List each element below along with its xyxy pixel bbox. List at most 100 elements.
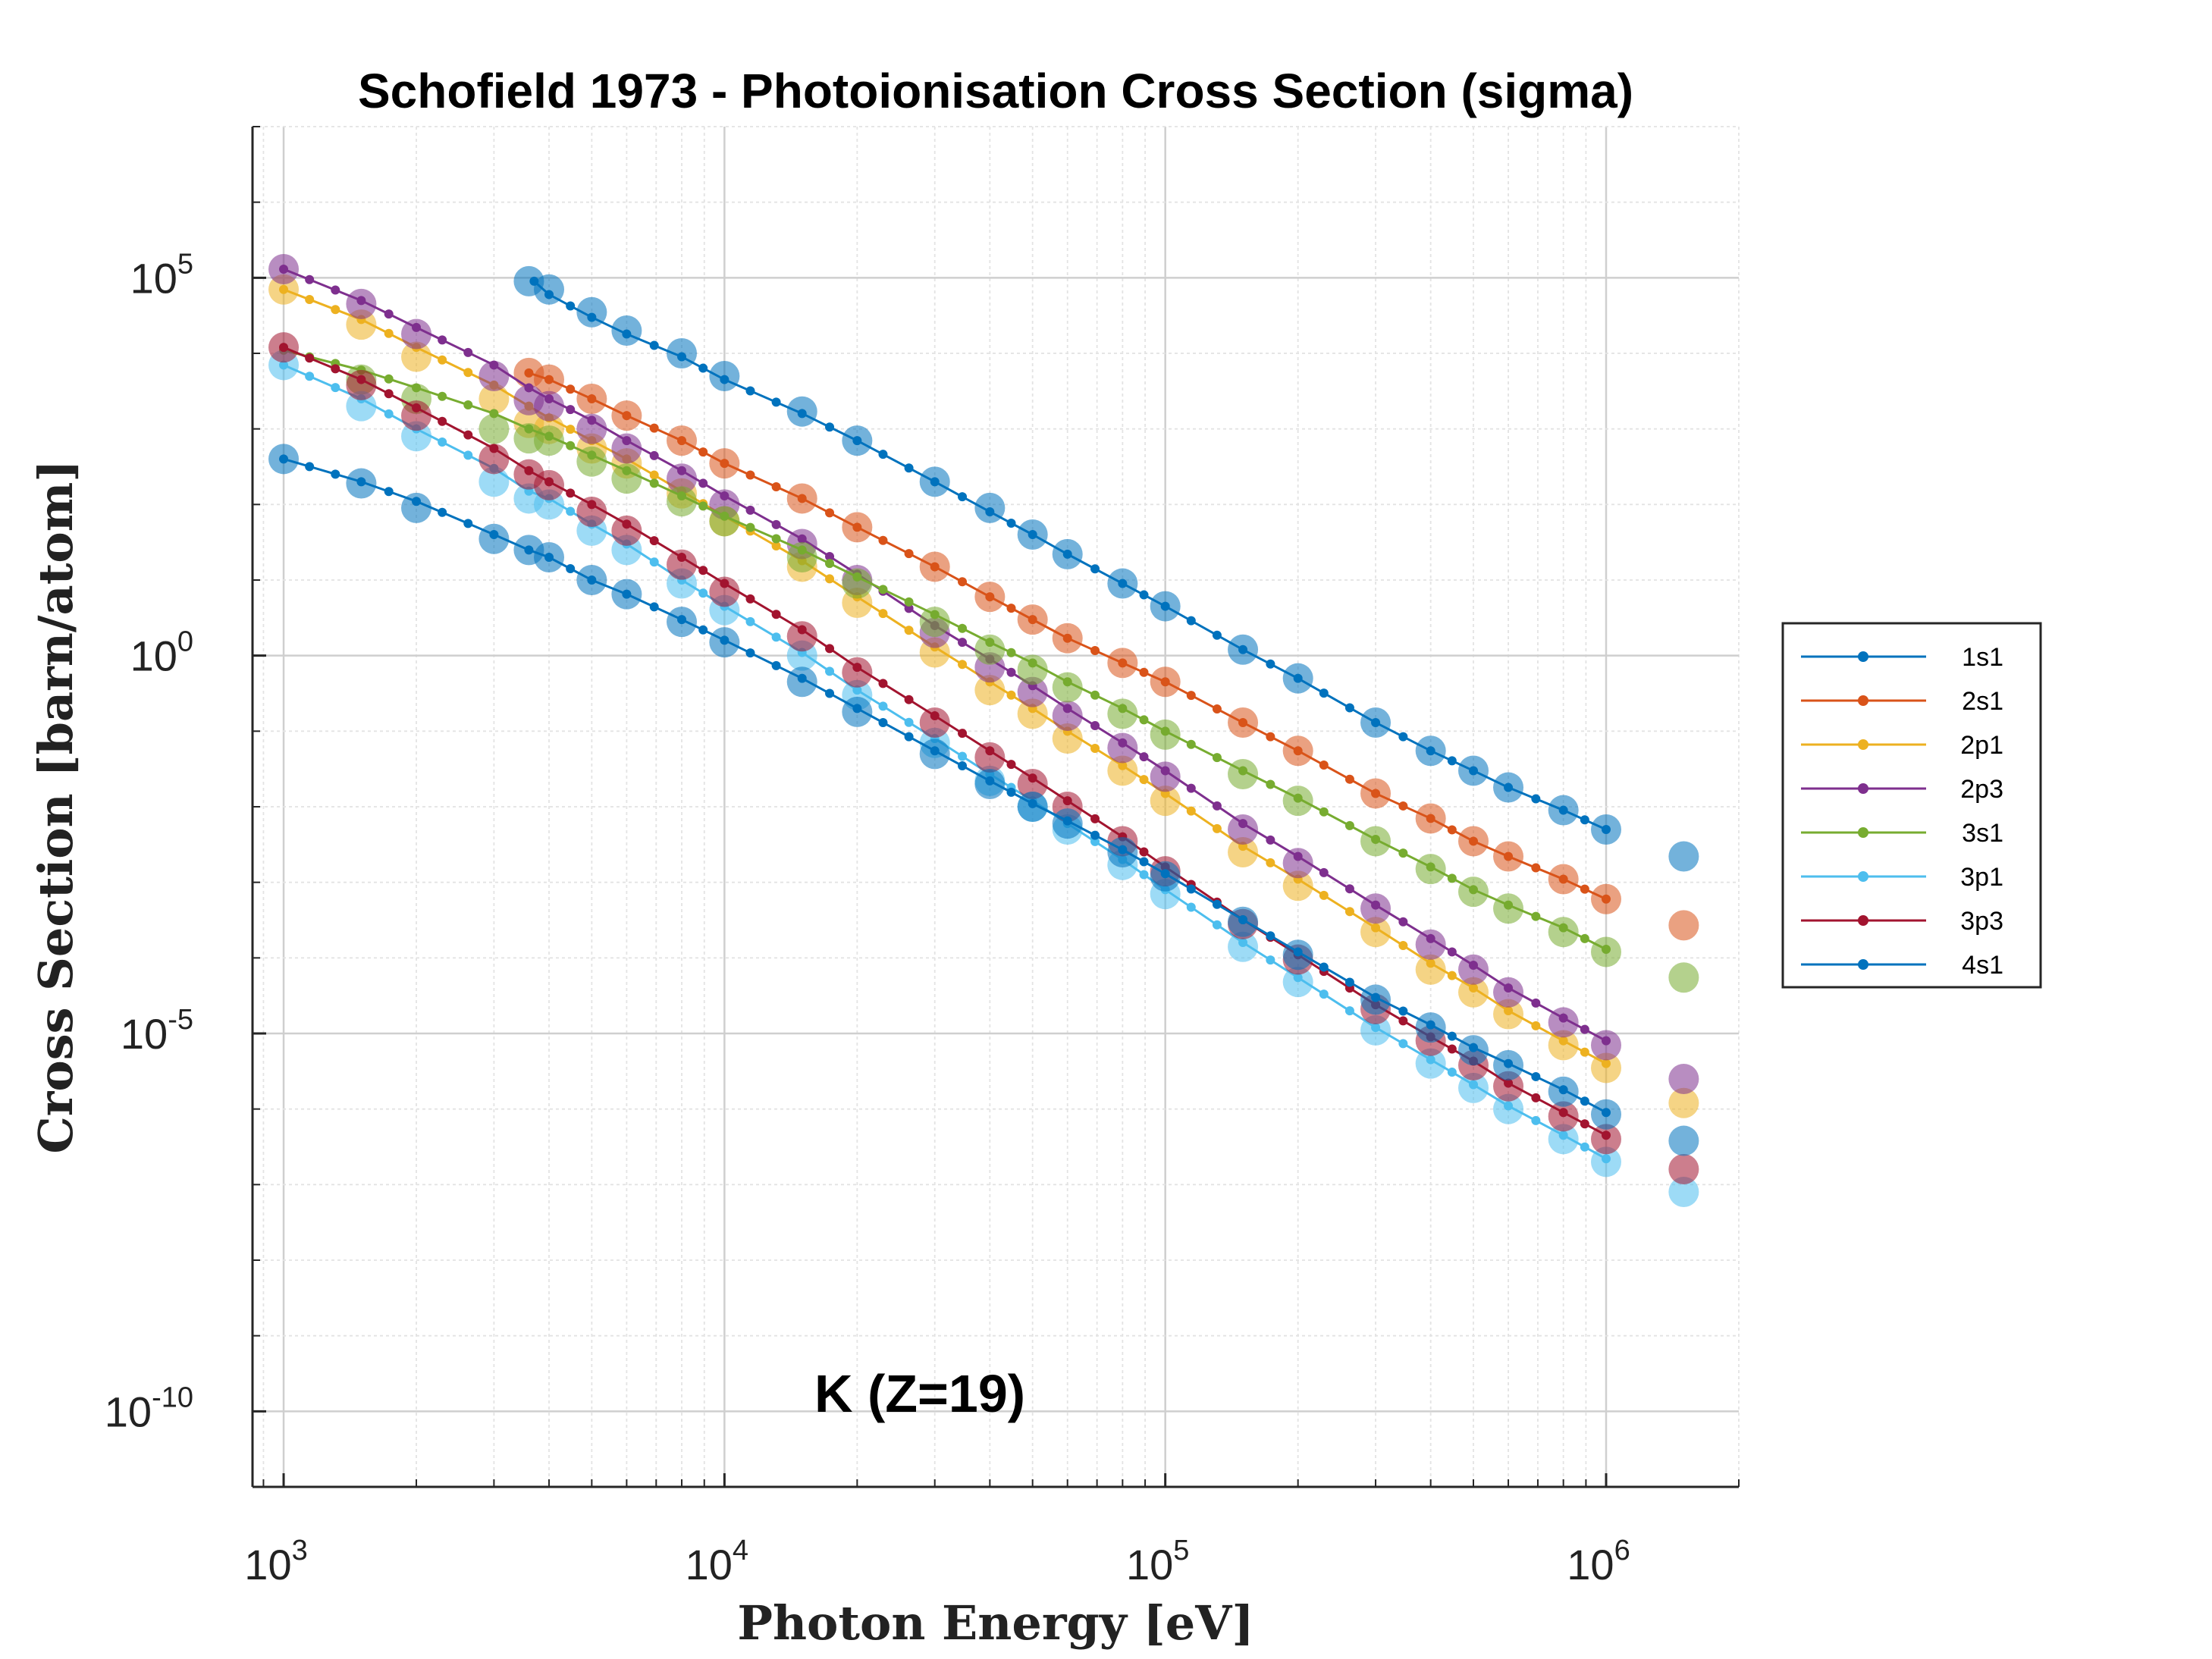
data-point-3p3 [974, 742, 1006, 773]
series-small-point-1s1 [771, 397, 781, 407]
legend-item-3s1: 3s1 [1801, 819, 2003, 848]
series-small-point-1s1 [958, 492, 968, 502]
data-point-2p3 [534, 390, 565, 422]
series-small-point-3p1 [1266, 955, 1275, 965]
series-small-point-1s1 [1580, 815, 1589, 825]
series-small-point-4s1 [1447, 1031, 1457, 1041]
data-point-3p1 [1548, 1124, 1579, 1155]
series-small-point-2s1 [1319, 760, 1329, 770]
data-point-3s1 [1017, 654, 1048, 685]
series-small-point-2p3 [771, 519, 781, 529]
series-small-point-4s1 [649, 602, 659, 612]
data-point-2p1 [1107, 755, 1138, 786]
series-small-point-2p1 [1580, 1047, 1589, 1057]
data-point-1s1 [1415, 735, 1446, 767]
series-small-point-2p1 [958, 660, 968, 670]
data-point-2s1 [1282, 735, 1313, 767]
legend-swatch-marker [1858, 651, 1868, 662]
legend-swatch-marker [1858, 783, 1868, 794]
data-point-3p3 [401, 400, 432, 431]
series-small-point-4s1 [566, 563, 576, 573]
data-point-2p1 [1458, 977, 1489, 1008]
series-small-point-2p1 [1006, 690, 1016, 700]
series-small-point-1s1 [1344, 703, 1354, 713]
data-point-2p3 [576, 413, 607, 444]
data-point-4s1 [1360, 984, 1392, 1015]
data-point-4s1 [709, 627, 740, 658]
data-point-3p3 [611, 515, 642, 546]
series-small-point-2p1 [1186, 806, 1196, 816]
legend: 1s1 2s1 2p1 2p3 3s1 3p1 3p3 4s1 [1781, 622, 2042, 989]
series-small-point-4s1 [904, 732, 914, 742]
data-point-3s1 [1282, 786, 1313, 817]
series-small-point-1s1 [1531, 794, 1541, 804]
series-small-point-1s1 [649, 340, 659, 350]
data-point-2s1 [709, 448, 740, 479]
legend-item-2s1: 2s1 [1801, 687, 2003, 716]
series-small-point-3p3 [305, 353, 315, 363]
legend-swatch-marker [1858, 959, 1868, 970]
series-small-point-2s1 [698, 447, 708, 457]
series-small-point-4s1 [1006, 787, 1016, 797]
series-small-point-3p1 [698, 588, 708, 598]
data-point-3p3 [1548, 1101, 1579, 1132]
series-small-point-3s1 [1186, 739, 1196, 749]
data-point-4s1 [401, 492, 432, 523]
series-small-point-2p3 [958, 638, 968, 648]
series-small-point-2p1 [463, 368, 473, 378]
series-small-point-3p1 [649, 557, 659, 567]
series-small-point-2p3 [745, 505, 755, 515]
series-small-point-3s1 [566, 441, 576, 450]
series-2s1 [513, 357, 1699, 941]
series-small-point-1s1 [1139, 590, 1149, 600]
series-small-point-3s1 [698, 501, 708, 511]
data-point-3s1 [667, 486, 698, 517]
series-small-point-3p3 [825, 644, 835, 654]
series-small-point-2p1 [904, 626, 914, 635]
data-point-3s1 [919, 607, 950, 638]
series-small-point-3p1 [438, 437, 447, 447]
series-small-point-1s1 [1006, 518, 1016, 528]
series-small-point-4s1 [331, 469, 340, 479]
data-point-2p1 [1548, 1030, 1579, 1061]
data-point-2p3 [667, 463, 698, 494]
series-small-point-3s1 [1580, 933, 1589, 943]
data-point-4s1 [611, 579, 642, 610]
data-point-1s1 [1668, 841, 1699, 872]
data-point-4s1 [1493, 1049, 1524, 1080]
data-point-4s1 [1548, 1076, 1579, 1107]
series-small-point-3p3 [698, 566, 708, 575]
data-point-1s1 [1282, 663, 1313, 694]
data-point-4s1 [576, 565, 607, 595]
data-point-2s1 [974, 582, 1006, 613]
data-point-3p1 [1228, 931, 1259, 962]
series-small-point-2p1 [1447, 971, 1457, 980]
series-small-point-3p1 [958, 751, 968, 761]
data-point-2p1 [974, 675, 1006, 706]
data-point-1s1 [667, 338, 698, 368]
series-small-point-2s1 [825, 508, 835, 518]
data-point-1s1 [1493, 772, 1524, 803]
data-point-3s1 [1668, 962, 1699, 993]
data-point-2p3 [1591, 1030, 1622, 1061]
series-small-point-3p1 [1319, 989, 1329, 999]
series-small-point-1s1 [1319, 688, 1329, 698]
data-point-1s1 [611, 315, 642, 346]
data-point-3s1 [1458, 877, 1489, 908]
data-point-2s1 [919, 551, 950, 582]
series-small-point-2p3 [1006, 667, 1016, 677]
data-point-3p1 [478, 466, 510, 497]
series-small-point-3p1 [1447, 1068, 1457, 1077]
legend-item-4s1: 4s1 [1801, 951, 2003, 980]
series-1s1 [513, 265, 1699, 872]
legend-label: 3p1 [1960, 863, 2003, 892]
data-point-3p3 [786, 621, 817, 652]
series-small-point-3s1 [1139, 715, 1149, 725]
data-point-2p3 [1107, 732, 1138, 764]
series-small-point-3p3 [649, 536, 659, 546]
data-point-3s1 [786, 541, 817, 572]
data-point-2p1 [401, 341, 432, 372]
data-point-3s1 [1548, 917, 1579, 948]
legend-swatch-marker [1858, 739, 1868, 750]
